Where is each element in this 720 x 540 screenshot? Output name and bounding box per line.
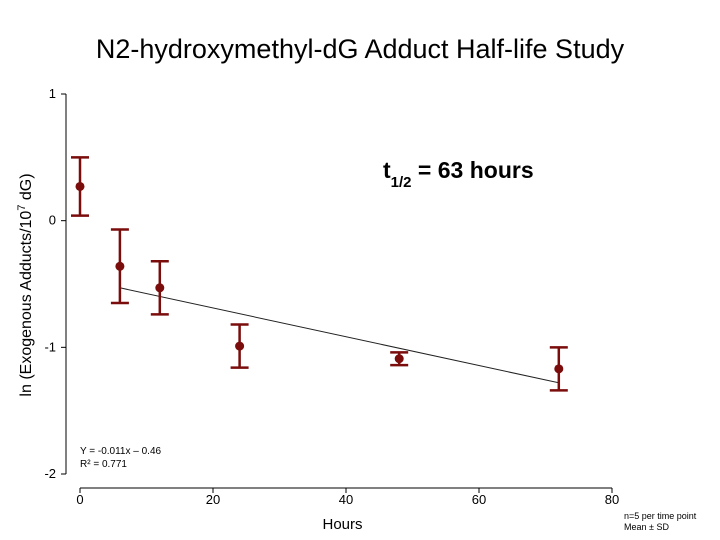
ticks: 1 0 -1 -2 0 20 40 60 80 [44,86,619,507]
fit-equation: Y = -0.011x – 0.46 [80,446,162,457]
y-tick-label: -2 [44,466,56,481]
x-tick-label: 60 [472,492,486,507]
data-point-group [390,351,409,367]
data-point-group [549,346,568,392]
half-life-annotation: t1/2 = 63 hours [383,157,534,191]
fit-layer [119,287,559,384]
fit-r-squared: R² = 0.771 [80,459,127,470]
x-tick-label: 0 [76,492,83,507]
axes [65,94,612,489]
footnote-line-stats: Mean ± SD [624,522,669,532]
y-tick-label: -1 [44,339,56,354]
footnote: n=5 per time point Mean ± SD [624,511,696,533]
data-point-group [150,259,169,316]
data-point-group [230,323,249,369]
data-point-group [110,228,129,305]
y-tick-label: 0 [49,213,56,228]
x-tick-label: 40 [339,492,353,507]
data-point [75,181,85,191]
x-tick-label: 80 [605,492,619,507]
y-axis-label: ln (Exogenous Adducts/107 dG) [16,173,35,396]
y-tick-label: 1 [49,86,56,101]
data-point [394,354,404,364]
data-point [115,261,125,271]
data-point [235,341,245,351]
regression-line [119,287,559,384]
chart-title: N2-hydroxymethyl-dG Adduct Half-life Stu… [95,34,625,64]
points-layer [71,156,568,392]
x-axis-label: Hours [322,516,363,533]
data-point [554,364,564,374]
footnote-line-sample-size: n=5 per time point [624,511,697,521]
data-point-group [71,156,89,217]
data-point [155,283,165,293]
x-tick-label: 20 [206,492,220,507]
